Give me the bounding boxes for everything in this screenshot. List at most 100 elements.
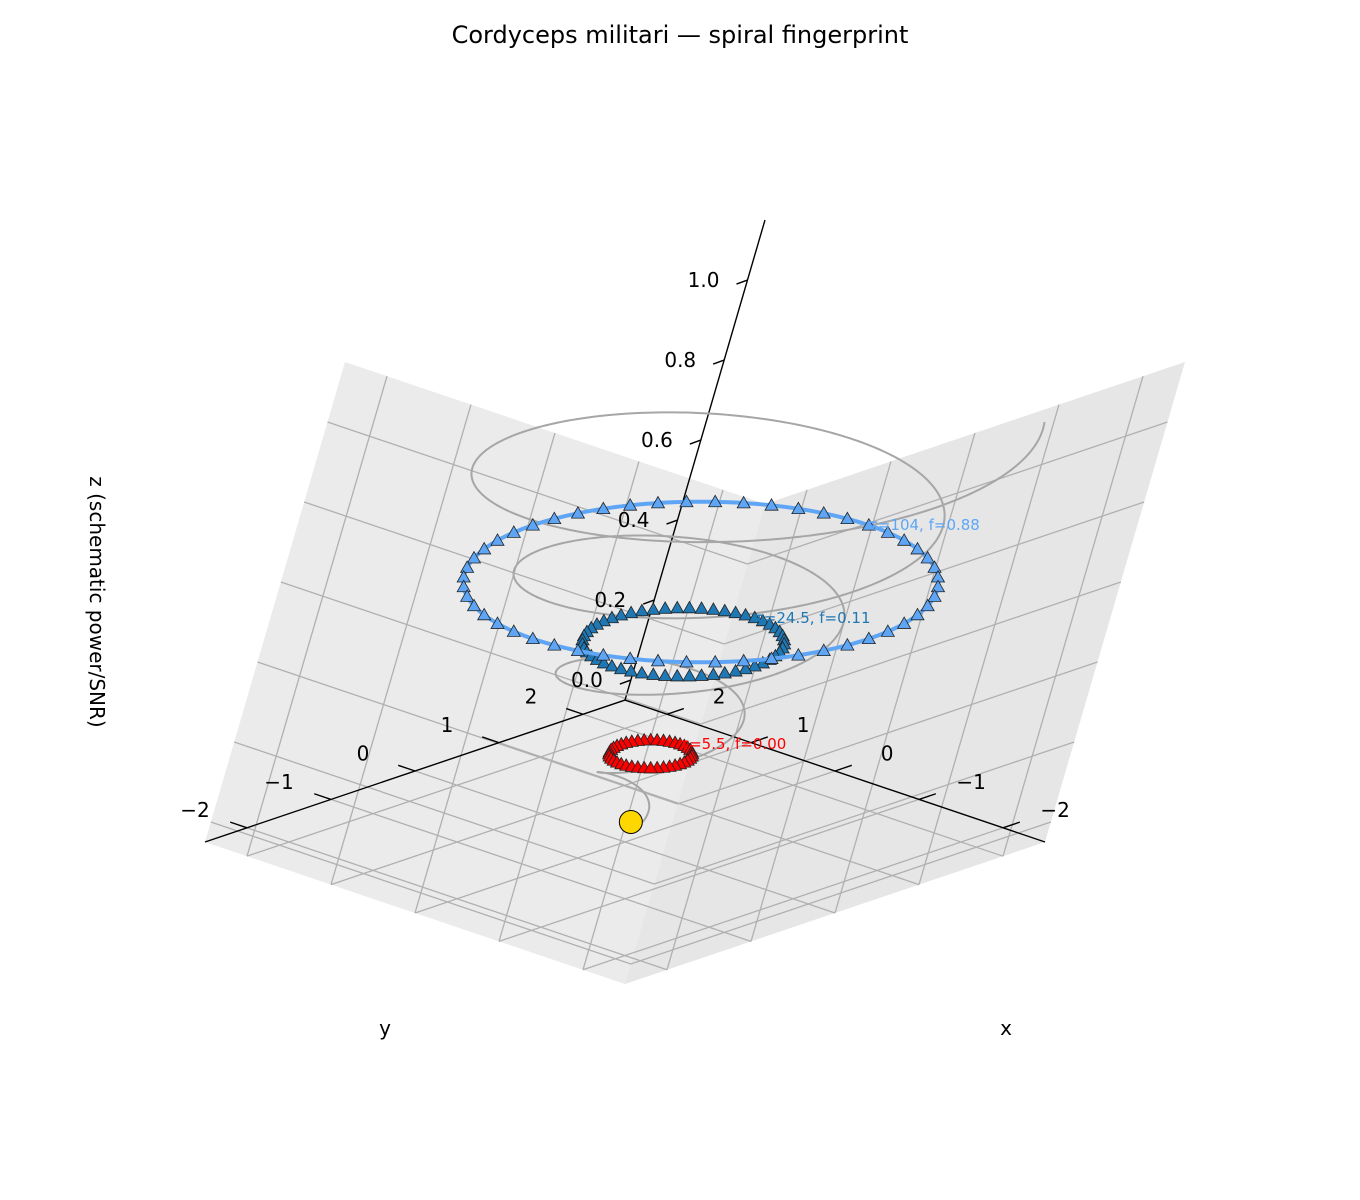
ring-marker [622, 498, 638, 511]
x-tick-mark [481, 736, 500, 744]
ring-marker [927, 589, 942, 602]
chart-title: Cordyceps militari — spiral fingerprint [452, 21, 909, 49]
ring-marker [657, 668, 673, 681]
z-gridline-right [723, 501, 1145, 645]
ring-marker [840, 637, 855, 651]
ring-marker [490, 616, 505, 629]
ring-marker [707, 654, 723, 668]
ring-label: τ=24.5, f=0.11 [755, 609, 871, 627]
z-gridline-right [747, 421, 1168, 565]
ring-marker [728, 605, 743, 619]
x-tick-mark [229, 821, 248, 829]
spiral-curve [470, 411, 1046, 823]
x-tick-label: 2 [525, 685, 538, 709]
ring-marker [613, 607, 629, 621]
z-gridline-right [700, 581, 1122, 725]
y-gridline-floor [246, 713, 668, 857]
y-axis-label: y [379, 1016, 391, 1040]
z-gridline-right [677, 661, 1098, 805]
y-tick-label: 2 [713, 685, 726, 709]
ring-marker [816, 505, 831, 519]
ring-marker [880, 525, 896, 538]
axis-panes [205, 362, 1185, 984]
ring-marker [736, 495, 751, 509]
ring-marker [476, 541, 492, 555]
ring-group: τ=5.5, f=0.00 [601, 732, 786, 774]
x-tick-label: 1 [441, 713, 454, 737]
ring-marker [896, 616, 912, 629]
ring-group: τ=24.5, f=0.11 [575, 600, 871, 682]
ring-marker [604, 658, 620, 672]
y-gridline-wall [246, 376, 388, 857]
x-axis-label: x [1000, 1016, 1012, 1040]
ring-marker [456, 579, 471, 593]
y-tick-mark [834, 764, 853, 772]
y-tick-mark [666, 707, 685, 715]
ring-marker [707, 494, 723, 508]
ring-marker [613, 661, 629, 675]
ring-marker [920, 598, 935, 612]
ring-marker [547, 637, 562, 651]
ring-marker [896, 533, 912, 546]
ring-marker [682, 600, 697, 614]
ring-marker [682, 668, 697, 682]
ring-marker [570, 505, 586, 519]
ring-marker [646, 667, 661, 680]
ring-marker [634, 603, 650, 617]
ring-marker [506, 525, 521, 538]
ring-marker [930, 579, 946, 593]
x-gridline-wall [834, 432, 976, 914]
y-tick-label: 0 [881, 741, 894, 765]
z-tick-label: 0.8 [664, 348, 696, 372]
z-tick-label: 0.0 [571, 668, 603, 692]
ring-marker [764, 651, 779, 664]
z-gridline-right [653, 741, 1075, 885]
ring-marker [623, 663, 639, 677]
y-tick-label: 1 [797, 713, 810, 737]
ring-marker [694, 601, 709, 614]
x-gridline-wall [666, 489, 808, 970]
y-gridline-floor [582, 827, 1004, 971]
ring-marker [791, 647, 806, 661]
z-gridline-left [280, 581, 702, 725]
ring-marker [717, 665, 732, 679]
ring-marker [927, 560, 942, 573]
y-gridline-floor [414, 770, 836, 914]
x-tick-label: 0 [357, 741, 370, 765]
ring-marker [596, 501, 611, 515]
z-tick-mark [619, 679, 632, 685]
y-tick-label: −1 [956, 770, 985, 794]
ring-marker [466, 598, 482, 612]
ring-marker [736, 653, 751, 667]
ring-marker [646, 602, 661, 615]
ring-marker [643, 760, 658, 774]
ring-marker [694, 668, 709, 681]
z-tick-label: 0.6 [641, 428, 673, 452]
z-gridline-left [327, 421, 748, 565]
y-tick-mark [750, 736, 769, 744]
ring-marker [476, 607, 492, 621]
ring-marker [706, 667, 721, 680]
ring-marker [738, 607, 753, 621]
ring-marker [816, 643, 831, 656]
x-tick-mark [397, 764, 416, 772]
ring-marker [650, 653, 666, 667]
ring-marker [604, 610, 620, 624]
ring-label: τ=104, f=0.88 [869, 516, 980, 534]
origin-marker [618, 810, 643, 834]
ring-marker [596, 655, 612, 669]
y-gridline-wall [330, 404, 472, 885]
y-tick-mark [1002, 821, 1021, 829]
y-gridline-wall [582, 489, 724, 970]
x-tick-label: −1 [264, 770, 293, 794]
ring-group: τ=104, f=0.88 [456, 494, 980, 668]
ring-marker [466, 550, 482, 564]
ring-marker [525, 631, 541, 645]
ring-marker [706, 602, 721, 615]
z-tick-label: 0.4 [618, 508, 650, 532]
ring-marker [880, 624, 896, 637]
ring-marker [910, 607, 925, 621]
y-gridline-floor [498, 798, 920, 942]
ring-label: τ=5.5, f=0.00 [680, 735, 786, 753]
